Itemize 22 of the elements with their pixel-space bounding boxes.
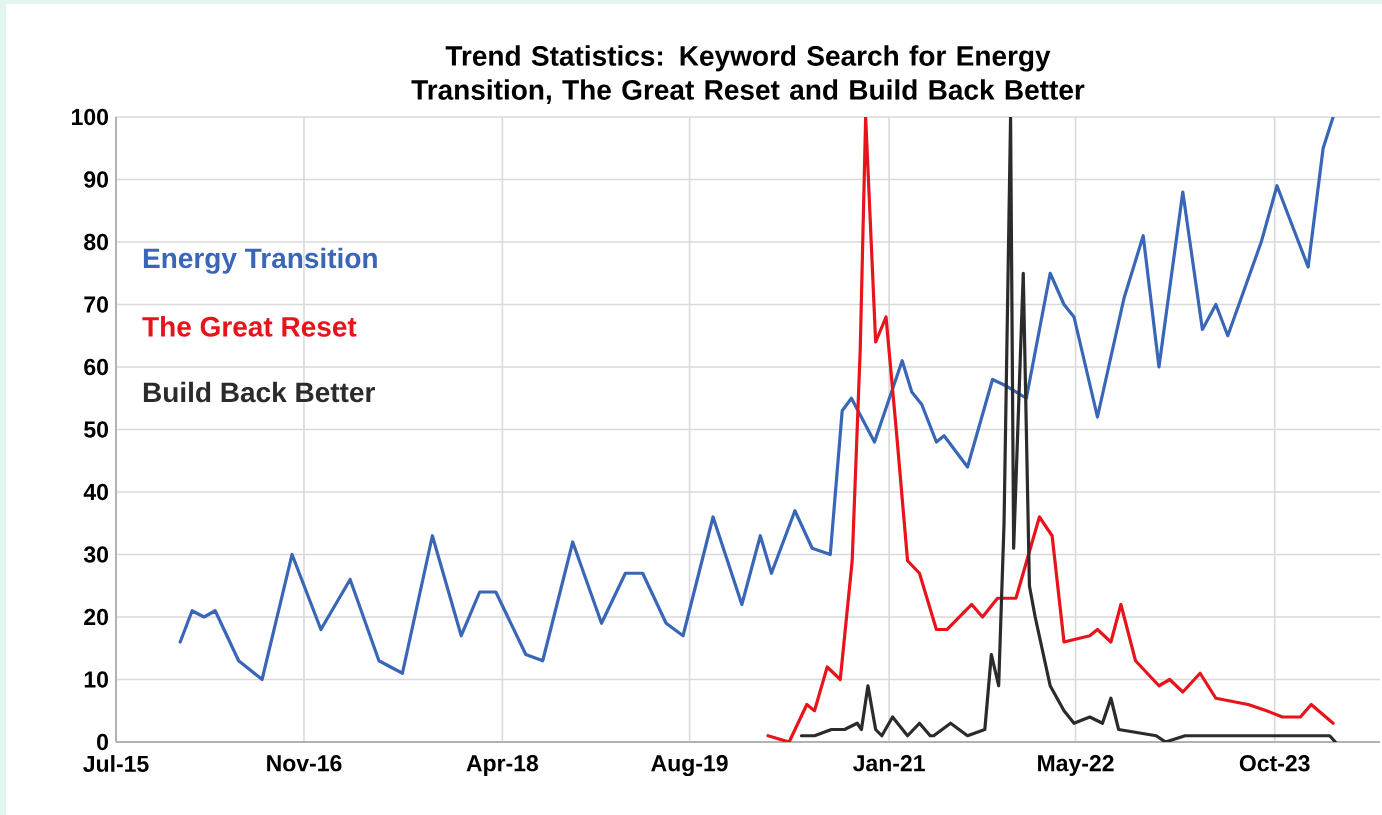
y-tick-label: 0: [97, 733, 108, 751]
y-tick-label: 60: [84, 358, 108, 376]
x-tick-label: Nov-16: [267, 755, 342, 772]
y-tick-label: 30: [83, 546, 108, 563]
x-tick-label: Aug-19: [651, 755, 728, 776]
y-tick-label: 90: [84, 171, 108, 188]
x-tick-label: Apr-18: [466, 755, 539, 776]
y-tick-label: 20: [84, 608, 108, 626]
y-tick-label: 100: [72, 108, 108, 126]
text: The Great Reset: [142, 316, 357, 337]
text: Energy Transition: [143, 247, 377, 274]
x-tick-label: Jul-15: [83, 755, 149, 772]
chart-title: Trend Statistics: Keyword Search for Energy Transition, The Great Reset and Build Back Better: [411, 45, 1085, 104]
text: Build Back Better: [143, 381, 375, 403]
y-tick-label: 70: [84, 296, 108, 313]
y-tick-label: 10: [84, 671, 108, 688]
y-tick-label: 80: [84, 233, 108, 251]
y-tick-label: 40: [83, 483, 108, 501]
x-tick-label: Jan-21: [853, 755, 925, 772]
x-tick-label: Oct-23: [1239, 755, 1310, 772]
y-tick-label: 50: [84, 421, 108, 438]
x-tick-label: May-22: [1038, 755, 1114, 776]
